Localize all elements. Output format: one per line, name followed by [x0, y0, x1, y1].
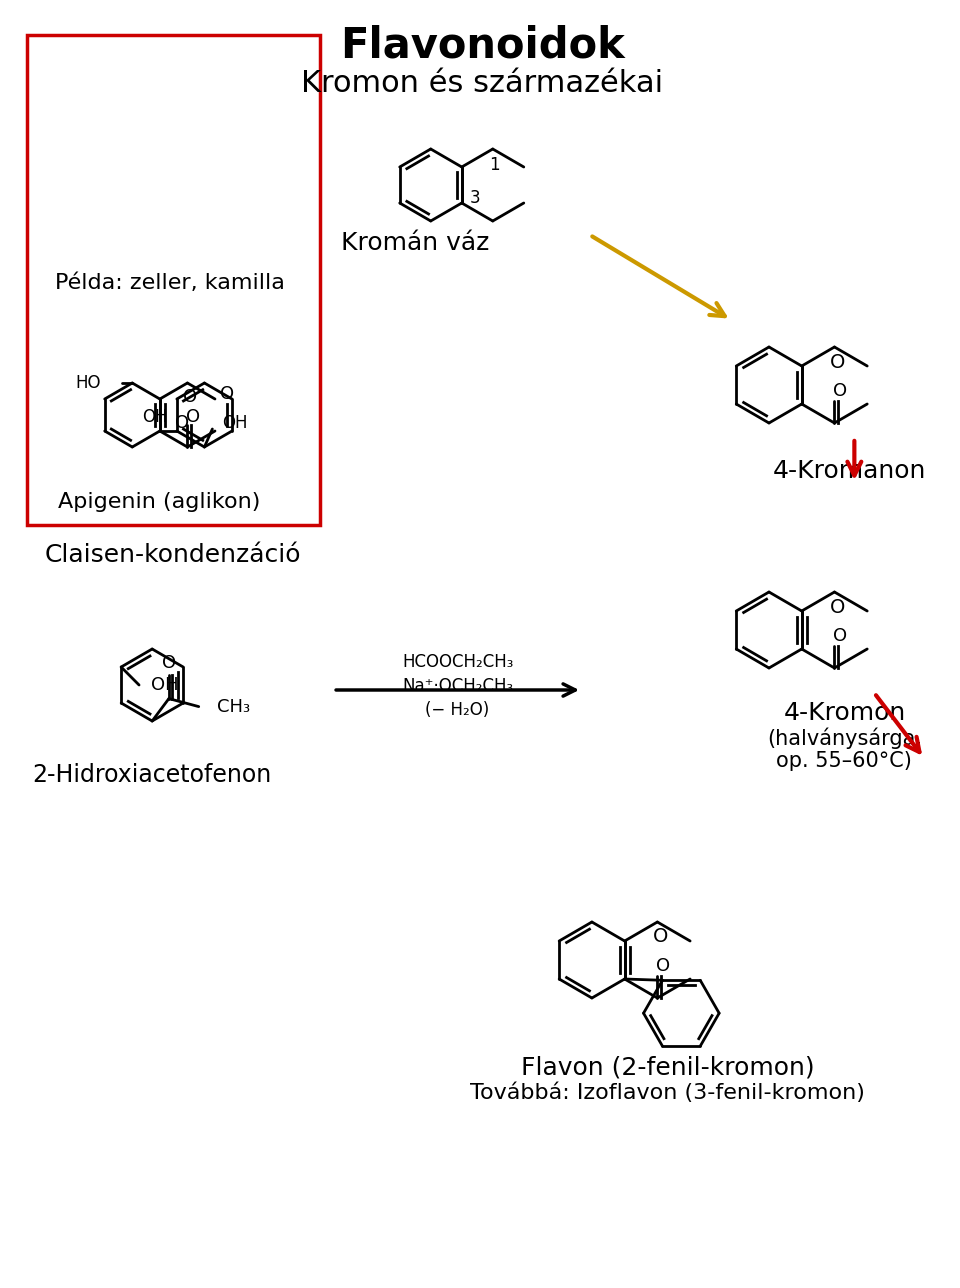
Text: op. 55–60°C): op. 55–60°C) — [777, 751, 912, 772]
Text: 2-Hidroxiacetofenon: 2-Hidroxiacetofenon — [33, 762, 272, 787]
Text: O: O — [653, 927, 668, 947]
Text: Kromon és származékai: Kromon és származékai — [301, 68, 663, 98]
Text: O: O — [186, 408, 201, 426]
Text: O: O — [833, 627, 848, 645]
Text: Továbbá: Izoflavon (3-fenil-kromon): Továbbá: Izoflavon (3-fenil-kromon) — [469, 1083, 865, 1104]
Text: OH: OH — [142, 408, 168, 426]
Text: O: O — [183, 388, 198, 406]
Text: 1: 1 — [490, 156, 500, 174]
Text: HCOOCH₂CH₃: HCOOCH₂CH₃ — [402, 653, 514, 671]
Text: 4-Kromanon: 4-Kromanon — [773, 459, 926, 483]
Text: Flavon (2-fenil-kromon): Flavon (2-fenil-kromon) — [520, 1056, 814, 1081]
Text: (halványsárga,: (halványsárga, — [767, 728, 922, 748]
Text: O: O — [833, 383, 848, 401]
Text: Flavonoidok: Flavonoidok — [340, 24, 625, 66]
Text: O: O — [829, 598, 845, 617]
Text: 3: 3 — [469, 189, 480, 207]
Text: OH: OH — [223, 413, 248, 431]
Text: Kromán váz: Kromán váz — [341, 231, 490, 255]
Text: Claisen-kondenzáció: Claisen-kondenzáció — [45, 544, 301, 567]
Text: Na⁺·OCH₂CH₃: Na⁺·OCH₂CH₃ — [402, 677, 514, 696]
Text: O: O — [176, 413, 189, 431]
Text: (− H₂O): (− H₂O) — [425, 701, 490, 719]
Text: Példa: zeller, kamilla: Példa: zeller, kamilla — [55, 273, 284, 292]
Bar — [27, 35, 321, 526]
Text: CH₃: CH₃ — [217, 698, 250, 716]
Text: O: O — [162, 653, 176, 671]
Text: HO: HO — [75, 374, 101, 392]
Text: O: O — [220, 385, 234, 403]
Text: O: O — [829, 353, 845, 371]
Text: 4-Kromon: 4-Kromon — [783, 701, 905, 725]
Text: O: O — [657, 957, 670, 975]
Text: Apigenin (aglikon): Apigenin (aglikon) — [58, 492, 260, 513]
Text: OH: OH — [151, 676, 179, 694]
